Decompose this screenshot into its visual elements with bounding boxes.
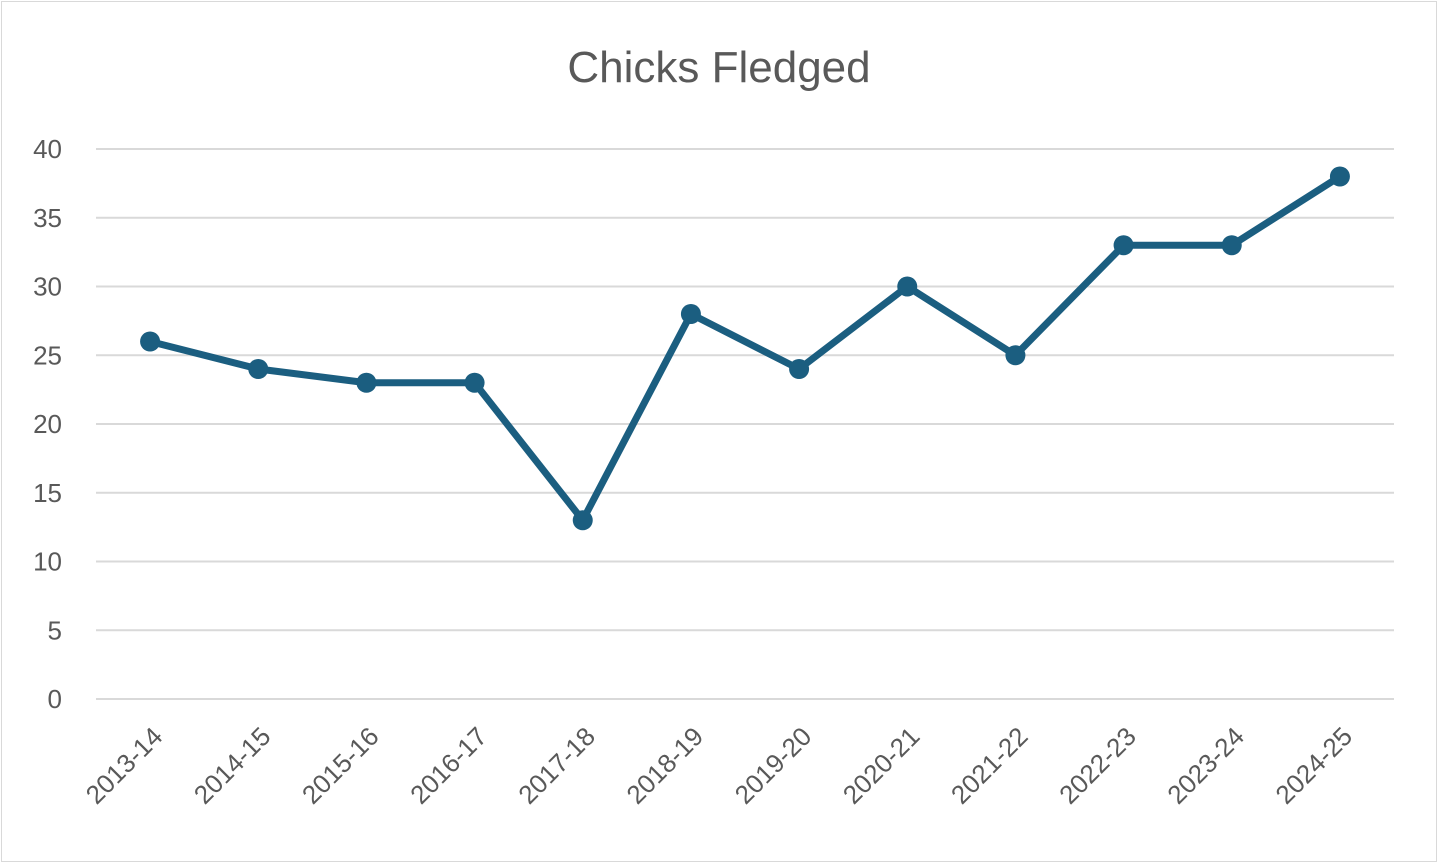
x-tick-label: 2024-25 bbox=[1269, 721, 1358, 810]
data-point-2021-22 bbox=[1005, 345, 1026, 366]
y-tick-label: 40 bbox=[33, 134, 62, 164]
x-axis-tick-labels: 2013-14 2014-15 2015-16 2016-17 2017-18 2018-… bbox=[80, 721, 1359, 810]
x-tick-label: 2017-18 bbox=[512, 721, 601, 810]
gridlines bbox=[96, 148, 1394, 700]
x-tick-label: 2013-14 bbox=[80, 721, 169, 810]
x-tick-label: 2016-17 bbox=[404, 721, 493, 810]
data-point-2016-17 bbox=[464, 372, 485, 393]
x-tick-label: 2023-24 bbox=[1161, 721, 1250, 810]
data-point-2017-18 bbox=[572, 510, 593, 531]
y-tick-label: 5 bbox=[48, 615, 62, 645]
data-point-2018-19 bbox=[680, 304, 701, 324]
data-point-2024-25 bbox=[1329, 166, 1350, 187]
x-tick-label: 2018-19 bbox=[620, 721, 709, 810]
y-tick-label: 35 bbox=[33, 203, 62, 233]
y-axis-tick-labels: 0 5 10 15 20 25 30 35 40 bbox=[33, 134, 62, 714]
y-tick-label: 0 bbox=[48, 684, 62, 714]
chart-title: Chicks Fledged bbox=[567, 43, 870, 92]
data-point-2013-14 bbox=[140, 331, 161, 352]
y-tick-label: 30 bbox=[33, 272, 62, 302]
data-point-2019-20 bbox=[789, 359, 810, 379]
series-line bbox=[146, 173, 1344, 524]
x-tick-label: 2015-16 bbox=[296, 721, 385, 810]
data-point-2020-21 bbox=[897, 276, 918, 297]
y-tick-label: 20 bbox=[33, 409, 62, 439]
y-tick-label: 15 bbox=[33, 478, 62, 508]
data-point-2022-23 bbox=[1113, 235, 1134, 256]
data-point-2014-15 bbox=[248, 359, 269, 379]
x-tick-label: 2021-22 bbox=[945, 721, 1034, 810]
x-tick-label: 2019-20 bbox=[729, 721, 818, 810]
x-tick-label: 2022-23 bbox=[1053, 721, 1142, 810]
x-tick-label: 2020-21 bbox=[837, 721, 926, 810]
series-group bbox=[140, 166, 1350, 531]
x-tick-label: 2014-15 bbox=[188, 721, 277, 810]
y-tick-label: 10 bbox=[33, 547, 62, 577]
data-point-2015-16 bbox=[356, 372, 377, 393]
y-tick-label: 25 bbox=[33, 340, 62, 370]
data-point-2023-24 bbox=[1221, 235, 1242, 256]
